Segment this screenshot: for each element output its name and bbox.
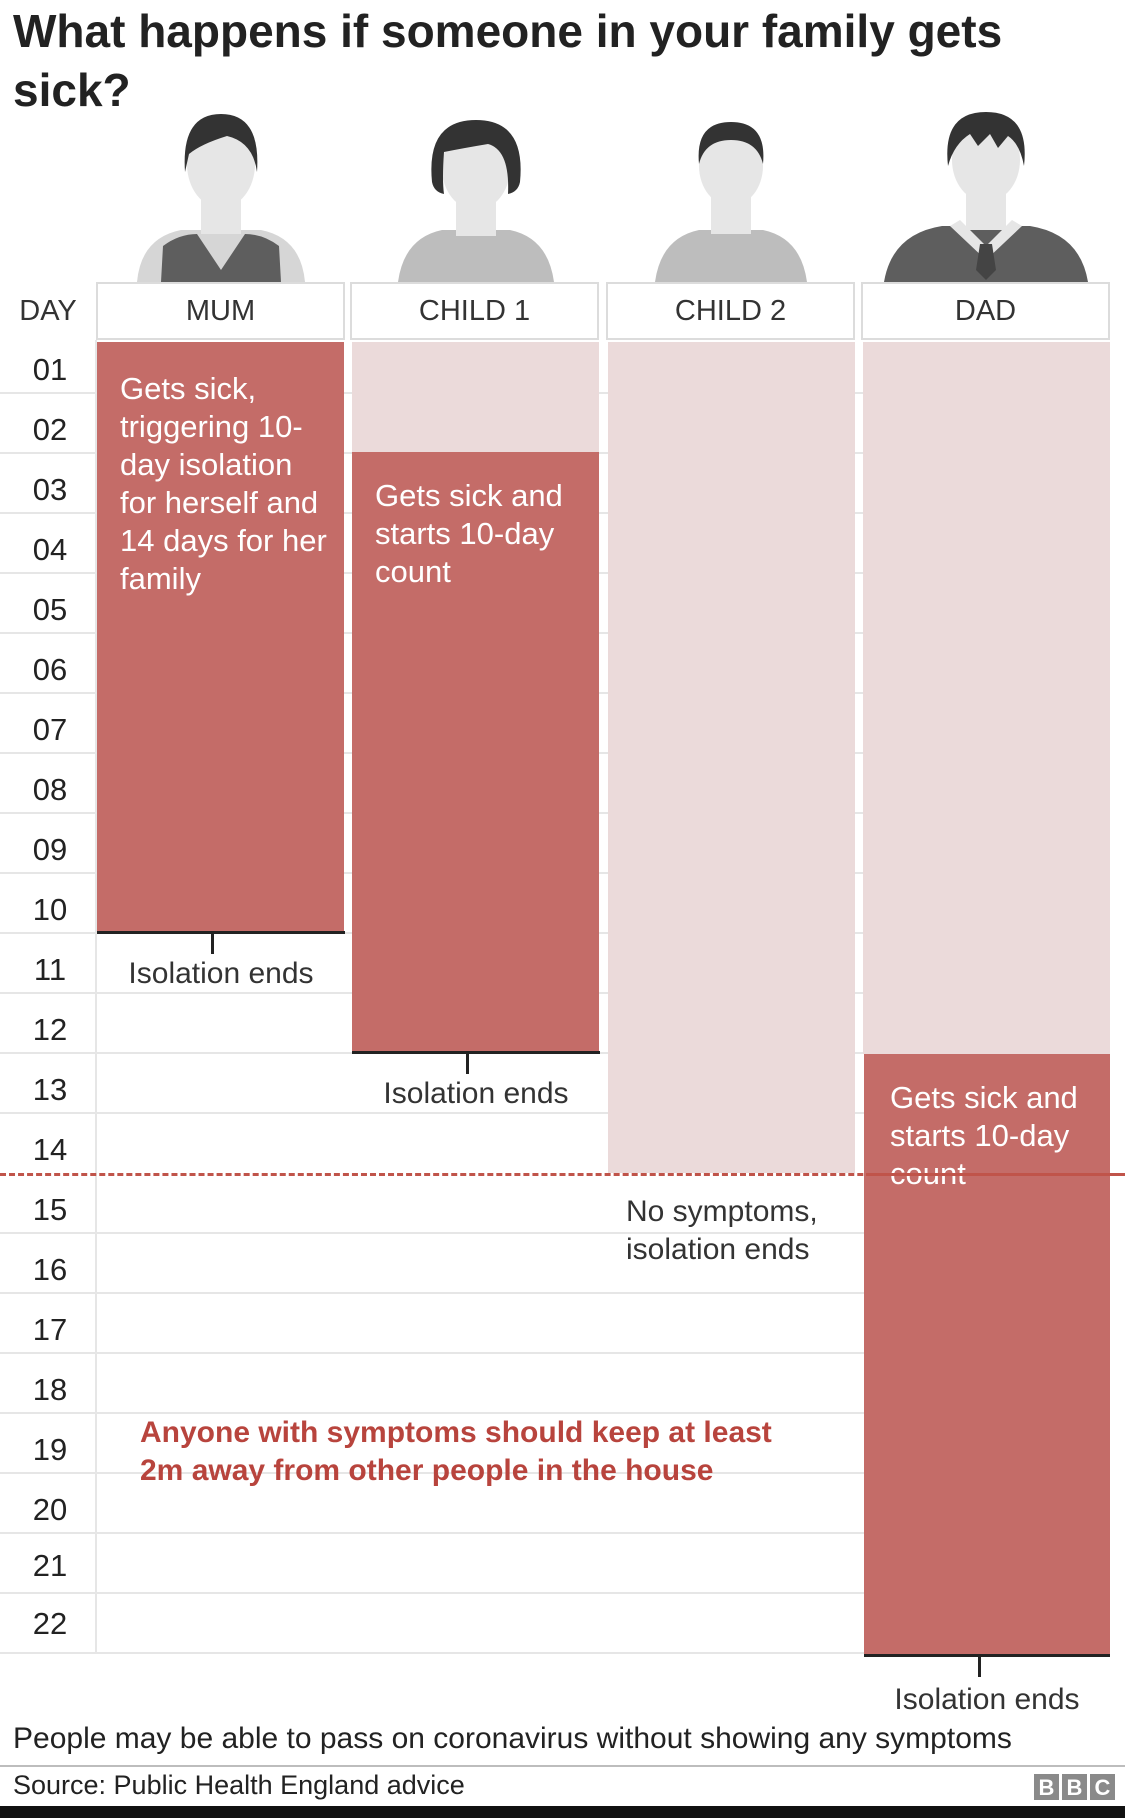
- dad-isolation-ends-label: Isolation ends: [894, 1683, 1080, 1716]
- day-label: 17: [32, 1312, 68, 1347]
- dad-sick-text: Gets sick and starts 10-day count: [890, 1080, 1078, 1191]
- day-label: 12: [32, 1012, 68, 1047]
- household-isolation-band-child-1: [352, 342, 599, 452]
- distancing-note: Anyone with symptoms should keep at leas…: [140, 1416, 772, 1487]
- mum-sick-text: Gets sick, triggering 10-day isolation f…: [120, 371, 327, 596]
- day-label: 02: [32, 412, 68, 447]
- day-label: 04: [32, 532, 68, 567]
- household-isolation-cutoff-line-solid: [866, 1173, 1125, 1176]
- day-label: 03: [32, 472, 68, 507]
- source-text: Source: Public Health England advice: [13, 1770, 465, 1800]
- day-label: 21: [32, 1548, 68, 1583]
- household-isolation-cutoff-line: [0, 1173, 1125, 1176]
- day-label: 10: [32, 892, 68, 927]
- day-label: 18: [32, 1372, 68, 1407]
- sick-band-dad: [864, 1054, 1110, 1655]
- day-label: 07: [32, 712, 68, 747]
- divider: [0, 1765, 1125, 1767]
- day-label: 09: [32, 832, 68, 867]
- household-isolation-band-child-2: [608, 342, 855, 1173]
- isolation-end-tick-child-1: [466, 1052, 469, 1074]
- girl-avatar-icon: [352, 110, 600, 282]
- day-label: 08: [32, 772, 68, 807]
- day-column-header: DAY: [19, 295, 77, 327]
- isolation-end-line-mum: [97, 931, 345, 934]
- column-header-child-2: CHILD 2: [606, 282, 855, 340]
- isolation-end-line-dad: [864, 1654, 1110, 1657]
- day-label: 20: [32, 1492, 68, 1527]
- isolation-end-tick-mum: [211, 932, 214, 954]
- day-label: 16: [32, 1252, 68, 1287]
- day-label: 06: [32, 652, 68, 687]
- day-label: 01: [32, 352, 68, 387]
- bbc-logo-letter: C: [1090, 1774, 1115, 1800]
- day-label: 11: [33, 952, 67, 987]
- isolation-end-line-child-1: [352, 1051, 600, 1054]
- column-header-child-1: CHILD 1: [350, 282, 599, 340]
- child-1-isolation-ends-label: Isolation ends: [383, 1077, 569, 1110]
- child-2-isolation-ends-label: No symptoms, isolation ends: [626, 1195, 818, 1266]
- day-label: 14: [32, 1132, 68, 1167]
- footnote: People may be able to pass on coronaviru…: [13, 1722, 1012, 1755]
- isolation-end-tick-dad: [978, 1655, 981, 1677]
- mum-isolation-ends-label: Isolation ends: [128, 957, 314, 990]
- column-header-dad: DAD: [861, 282, 1110, 340]
- day-label: 05: [32, 592, 68, 627]
- day-label: 22: [32, 1606, 68, 1641]
- household-isolation-band-dad: [863, 342, 1110, 1054]
- page-title: What happens if someone in your family g…: [13, 5, 1003, 116]
- day-label: 19: [32, 1432, 68, 1467]
- child-1-sick-text: Gets sick and starts 10-day count: [375, 478, 563, 589]
- bottom-bar: [0, 1806, 1125, 1818]
- bbc-logo-letter: B: [1034, 1774, 1059, 1800]
- bbc-logo-letter: B: [1062, 1774, 1087, 1800]
- column-header-mum: MUM: [96, 282, 345, 340]
- bbc-logo: B B C: [1034, 1774, 1115, 1800]
- woman-avatar-icon: [97, 110, 345, 282]
- day-label: 15: [32, 1192, 68, 1227]
- sick-band-mum: [97, 342, 344, 932]
- day-label: 13: [32, 1072, 68, 1107]
- boy-avatar-icon: [607, 110, 855, 282]
- man-avatar-icon: [862, 110, 1110, 282]
- sick-band-child-1: [352, 452, 599, 1052]
